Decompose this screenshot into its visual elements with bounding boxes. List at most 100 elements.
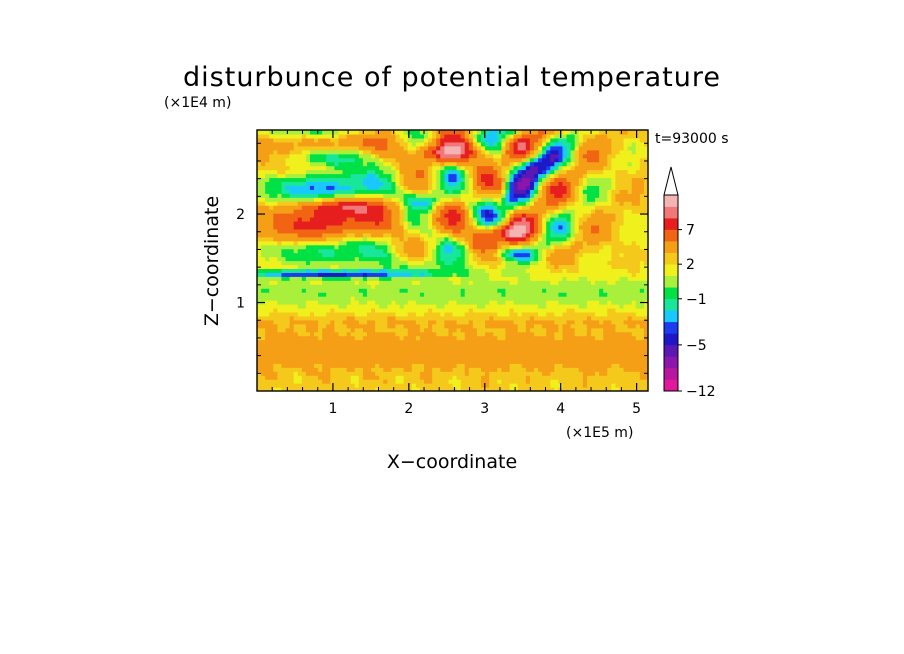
field-cell: [603, 240, 608, 246]
field-cell: [546, 197, 551, 202]
field-cell: [452, 224, 458, 230]
field-cell: [436, 272, 441, 277]
field-cell: [574, 304, 580, 309]
field-cell: [578, 264, 584, 269]
field-cell: [464, 288, 470, 293]
field-cell: [639, 371, 645, 376]
field-cell: [586, 217, 592, 222]
field-cell: [257, 387, 262, 391]
field-cell: [346, 387, 352, 391]
field-cell: [456, 387, 462, 391]
field-cell: [582, 236, 588, 242]
field-cell: [346, 236, 352, 242]
field-cell: [501, 319, 507, 325]
field-cell: [407, 319, 413, 325]
field-cell: [538, 264, 543, 269]
field-cell: [305, 252, 311, 258]
field-cell: [273, 351, 278, 356]
field-cell: [261, 319, 266, 325]
field-cell: [623, 363, 629, 368]
field-cell: [358, 228, 364, 234]
field-cell: [281, 220, 287, 226]
field-cell: [289, 307, 295, 313]
field-cell: [623, 367, 629, 372]
field-cell: [411, 272, 417, 277]
field-cell: [375, 307, 380, 313]
field-cell: [444, 276, 450, 281]
field-cell: [350, 224, 356, 230]
field-cell: [383, 201, 388, 206]
field-cell: [595, 304, 600, 309]
field-cell: [419, 339, 425, 345]
field-cell: [375, 375, 380, 380]
field-cell: [354, 260, 360, 266]
field-cell: [570, 351, 576, 356]
field-cell: [497, 375, 502, 380]
field-cell: [366, 217, 372, 222]
field-cell: [607, 284, 612, 289]
field-cell: [334, 185, 340, 190]
field-cell: [603, 248, 608, 254]
field-cell: [497, 323, 502, 329]
field-cell: [546, 371, 551, 376]
field-cell: [419, 375, 425, 380]
field-cell: [521, 228, 527, 234]
field-cell: [395, 307, 401, 313]
field-cell: [436, 355, 441, 360]
field-cell: [464, 224, 470, 230]
field-cell: [346, 185, 352, 190]
field-cell: [440, 284, 445, 289]
field-cell: [481, 244, 486, 250]
field-cell: [293, 371, 299, 376]
field-cell: [529, 319, 535, 325]
field-cell: [322, 228, 327, 234]
field-cell: [403, 307, 409, 313]
field-cell: [350, 307, 356, 313]
field-cell: [607, 280, 612, 285]
field-cell: [358, 347, 364, 353]
field-cell: [570, 288, 576, 293]
field-cell: [415, 296, 421, 301]
field-cell: [521, 311, 527, 317]
field-cell: [399, 193, 405, 198]
field-cell: [440, 217, 445, 222]
field-cell: [603, 327, 608, 333]
field-cell: [513, 323, 519, 329]
field-cell: [481, 220, 486, 226]
field-cell: [558, 351, 564, 356]
field-cell: [533, 375, 539, 380]
field-cell: [619, 351, 625, 356]
field-cell: [257, 331, 262, 337]
field-cell: [403, 331, 409, 337]
field-cell: [627, 307, 633, 313]
field-cell: [403, 371, 409, 376]
field-cell: [436, 307, 441, 313]
field-cell: [472, 387, 478, 391]
field-cell: [379, 284, 384, 289]
field-cell: [444, 244, 450, 250]
field-cell: [452, 228, 458, 234]
field-cell: [619, 288, 625, 293]
field-cell: [403, 288, 409, 293]
field-cell: [269, 284, 274, 289]
field-cell: [265, 268, 270, 273]
field-cell: [538, 315, 543, 321]
field-cell: [582, 331, 588, 337]
field-cell: [375, 213, 380, 218]
field-cell: [611, 347, 617, 353]
field-cell: [481, 209, 486, 214]
field-cell: [261, 296, 266, 301]
field-cell: [314, 244, 319, 250]
field-cell: [590, 256, 596, 262]
field-cell: [546, 311, 551, 317]
field-cell: [472, 213, 478, 218]
field-cell: [599, 355, 604, 360]
field-cell: [542, 220, 547, 226]
field-cell: [590, 213, 596, 218]
field-cell: [509, 228, 515, 234]
field-cell: [546, 288, 551, 293]
field-cell: [419, 304, 425, 309]
field-cell: [513, 296, 519, 301]
field-cell: [529, 197, 535, 202]
field-cell: [261, 224, 266, 230]
